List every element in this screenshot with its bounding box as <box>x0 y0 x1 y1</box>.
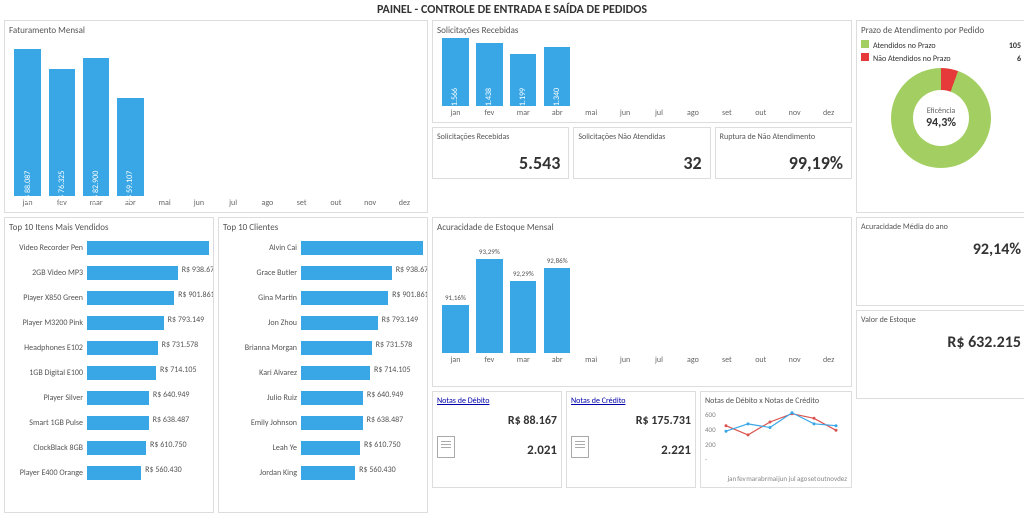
legend-nao-atendidos: Não Atendidos no Prazo 6 <box>861 53 1021 64</box>
top-clientes-chart: Alvin CaiR$ 1.262.752Grace ButlerR$ 938.… <box>223 235 423 485</box>
valor-estoque-value: R$ 632.215 <box>861 333 1021 352</box>
kpi-ruptura-value: 99,19% <box>720 152 847 174</box>
acuracidade-chart: 91,16%jan93,29%fev92,29%mar92,86%abrmaij… <box>437 235 847 365</box>
hbar-row: Headphones E102R$ 731.578 <box>9 335 209 360</box>
hbar-row: ClockBlack 8GBR$ 610.750 <box>9 435 209 460</box>
solicitacoes-chart: 1.566jan1.438fev1.199mar1.340abrmaijunju… <box>437 38 847 118</box>
nota-credito-panel: Notas de Crédito R$ 175.731 2.221 <box>566 391 696 488</box>
faturamento-panel: Faturamento Mensal R$ 88.087janR$ 76.325… <box>4 20 428 213</box>
nota-credito-title: Notas de Crédito <box>571 396 691 406</box>
nota-debito-value: R$ 88.167 <box>437 414 557 428</box>
hbar-row: 2GB Video MP3R$ 938.677 <box>9 260 209 285</box>
deb-cred-title: Notas de Débito x Notas de Crédito <box>705 396 847 406</box>
valor-estoque-title: Valor de Estoque <box>861 315 1021 325</box>
valor-estoque-panel: Valor de Estoque R$ 632.215 <box>856 310 1024 399</box>
deb-cred-xlabels: janfevmarabrmaijunjulagosetoutnovdez <box>705 474 847 483</box>
kpi-ruptura: Ruptura de Não Atendimento 99,19% <box>715 127 852 179</box>
faturamento-chart: R$ 88.087janR$ 76.325fevR$ 82.900marR$ 5… <box>9 38 423 208</box>
nao-atendidos-label: Não Atendidos no Prazo <box>873 54 951 64</box>
nota-debito-count: 2.021 <box>527 443 557 458</box>
hbar-row: Alvin CaiR$ 1.262.752 <box>223 235 423 260</box>
hbar-row: 1GB Digital E100R$ 714.105 <box>9 360 209 385</box>
hbar-row: Player SilverR$ 640.949 <box>9 385 209 410</box>
deb-cred-linechart: 600400200- <box>705 410 847 470</box>
atendidos-label: Atendidos no Prazo <box>873 41 936 51</box>
document-icon <box>437 436 455 458</box>
kpi-recebidas-value: 5.543 <box>437 152 564 174</box>
acur-media-title: Acuracidade Média do ano <box>861 222 1021 232</box>
hbar-row: Kari AlvarezR$ 714.105 <box>223 360 423 385</box>
prazo-panel: Prazo de Atendimento por Pedido Atendido… <box>856 20 1024 213</box>
legend-atendidos: Atendidos no Prazo 105 <box>861 40 1021 51</box>
faturamento-title: Faturamento Mensal <box>9 25 423 36</box>
hbar-row: Leah YeR$ 610.750 <box>223 435 423 460</box>
acuracidade-title: Acuracidade de Estoque Mensal <box>437 222 847 233</box>
acuracidade-panel: Acuracidade de Estoque Mensal 91,16%jan9… <box>432 217 852 387</box>
nota-debito-title: Notas de Débito <box>437 396 557 406</box>
kpi-ruptura-title: Ruptura de Não Atendimento <box>720 132 847 152</box>
square-icon <box>861 53 869 61</box>
hbar-row: Smart 1GB PulseR$ 638.487 <box>9 410 209 435</box>
nota-credito-count: 2.221 <box>661 443 691 458</box>
kpi-recebidas: Solicitações Recebidas 5.543 <box>432 127 569 179</box>
eficiencia-value: 94,3% <box>926 116 956 130</box>
hbar-row: Julio RuizR$ 640.949 <box>223 385 423 410</box>
hbar-row: Player M3200 PinkR$ 793.149 <box>9 310 209 335</box>
kpi-nao-atendidas-value: 32 <box>578 152 705 174</box>
solicitacoes-title: Solicitações Recebidas <box>437 25 847 36</box>
eficiencia-label: Eficência <box>927 106 956 116</box>
kpi-nao-atendidas-title: Solicitações Não Atendidas <box>578 132 705 152</box>
hbar-row: Jon ZhouR$ 793.149 <box>223 310 423 335</box>
document-icon <box>571 436 589 458</box>
hbar-row: Grace ButlerR$ 938.677 <box>223 260 423 285</box>
hbar-row: Jordan KingR$ 560.430 <box>223 460 423 485</box>
kpi-recebidas-title: Solicitações Recebidas <box>437 132 564 152</box>
hbar-row: Gina MartinR$ 901.861 <box>223 285 423 310</box>
top-itens-panel: Top 10 Itens Mais Vendidos Video Recorde… <box>4 217 214 513</box>
atendidos-value: 105 <box>1009 41 1021 51</box>
top-itens-chart: Video Recorder PenR$ 1.262.7522GB Video … <box>9 235 209 485</box>
hbar-row: Video Recorder PenR$ 1.262.752 <box>9 235 209 260</box>
prazo-title: Prazo de Atendimento por Pedido <box>861 25 1021 36</box>
hbar-row: Player X850 GreenR$ 901.861 <box>9 285 209 310</box>
top-itens-title: Top 10 Itens Mais Vendidos <box>9 222 209 233</box>
acur-media-panel: Acuracidade Média do ano 92,14% <box>856 217 1024 306</box>
hbar-row: Player E400 OrangeR$ 560.430 <box>9 460 209 485</box>
nota-credito-value: R$ 175.731 <box>571 414 691 428</box>
deb-cred-chart-panel: Notas de Débito x Notas de Crédito 60040… <box>700 391 852 488</box>
nao-atendidos-value: 6 <box>1017 54 1021 64</box>
kpi-nao-atendidas: Solicitações Não Atendidas 32 <box>573 127 710 179</box>
eficiencia-donut: Eficência 94,3% <box>891 68 991 168</box>
top-clientes-title: Top 10 Clientes <box>223 222 423 233</box>
solicitacoes-panel: Solicitações Recebidas 1.566jan1.438fev1… <box>432 20 852 123</box>
hbar-row: Brianna MorganR$ 731.578 <box>223 335 423 360</box>
top-clientes-panel: Top 10 Clientes Alvin CaiR$ 1.262.752Gra… <box>218 217 428 513</box>
acur-media-value: 92,14% <box>861 240 1021 259</box>
hbar-row: Emily JohnsonR$ 638.487 <box>223 410 423 435</box>
square-icon <box>861 40 869 48</box>
dashboard-title: PAINEL - CONTROLE DE ENTRADA E SAÍDA DE … <box>0 0 1024 20</box>
nota-debito-panel: Notas de Débito R$ 88.167 2.021 <box>432 391 562 488</box>
